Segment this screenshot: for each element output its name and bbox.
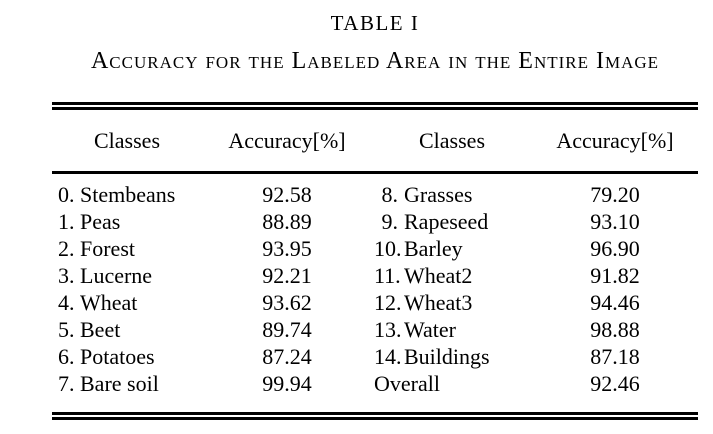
- class-name: Grasses: [404, 182, 473, 207]
- class-cell: 1. Peas: [52, 208, 202, 235]
- accuracy-cell: 92.21: [262, 263, 312, 288]
- class-cell: 12. Wheat3: [372, 289, 532, 316]
- table-row: 0. Stembeans 92.58 8. Grasses 79.20: [52, 181, 698, 208]
- class-cell: 2. Forest: [52, 235, 202, 262]
- table-row: 3. Lucerne 92.21 11. Wheat2 91.82: [52, 262, 698, 289]
- table-label: TABLE I: [330, 11, 420, 35]
- class-cell: 6. Potatoes: [52, 343, 202, 370]
- accuracy-cell: 88.89: [262, 209, 312, 234]
- column-header-accuracy-right: Accuracy[%]: [556, 127, 674, 153]
- table-row: 4. Wheat 93.62 12. Wheat3 94.46: [52, 289, 698, 316]
- row-number: 2.: [58, 236, 75, 261]
- row-number: 7.: [58, 371, 75, 396]
- row-number: 5.: [58, 317, 75, 342]
- row-number: 13.: [374, 317, 402, 342]
- class-name: Overall: [374, 371, 440, 396]
- table-top-rule: [52, 102, 698, 110]
- accuracy-cell: 87.18: [590, 344, 640, 369]
- class-cell: 8. Grasses: [372, 181, 532, 208]
- row-number: 4.: [58, 290, 75, 315]
- class-cell: 4. Wheat: [52, 289, 202, 316]
- accuracy-cell: 89.74: [262, 317, 312, 342]
- table-header-rule: [52, 171, 698, 174]
- class-name: Wheat3: [404, 290, 473, 315]
- table-header-row: Classes Accuracy[%] Classes Accuracy[%]: [52, 110, 698, 171]
- accuracy-cell: 93.62: [262, 290, 312, 315]
- class-cell: 9. Rapeseed: [372, 208, 532, 235]
- accuracy-cell: 96.90: [590, 236, 640, 261]
- row-number: 0.: [58, 182, 75, 207]
- row-number: 12.: [374, 290, 402, 315]
- accuracy-cell: 92.58: [262, 182, 312, 207]
- class-name: Lucerne: [80, 263, 153, 288]
- accuracy-cell: 87.24: [262, 344, 312, 369]
- class-cell: Overall: [372, 370, 532, 397]
- class-name: Rapeseed: [404, 209, 489, 234]
- class-cell: 3. Lucerne: [52, 262, 202, 289]
- class-name: Stembeans: [80, 182, 176, 207]
- accuracy-cell: 94.46: [590, 290, 640, 315]
- column-header-accuracy-left: Accuracy[%]: [228, 127, 346, 153]
- accuracy-cell: 99.94: [262, 371, 312, 396]
- class-cell: 7. Bare soil: [52, 370, 202, 397]
- table-row: 5. Beet 89.74 13. Water 98.88: [52, 316, 698, 343]
- class-name: Barley: [404, 236, 463, 261]
- column-header-classes-left: Classes: [94, 127, 160, 153]
- class-cell: 14. Buildings: [372, 343, 532, 370]
- class-name: Water: [404, 317, 456, 342]
- row-number: 11.: [374, 263, 401, 288]
- row-number: 9.: [381, 209, 399, 234]
- table-titles: TABLE I Accuracy for the Labeled Area in…: [52, 0, 698, 74]
- class-name: Buildings: [404, 344, 490, 369]
- class-name: Potatoes: [80, 344, 155, 369]
- class-cell: 5. Beet: [52, 316, 202, 343]
- class-name: Beet: [80, 317, 121, 342]
- row-number: 10.: [374, 236, 402, 261]
- class-cell: 10. Barley: [372, 235, 532, 262]
- column-header-classes-right: Classes: [419, 127, 485, 153]
- class-name: Peas: [80, 209, 121, 234]
- class-cell: 11. Wheat2: [372, 262, 532, 289]
- row-number: 6.: [58, 344, 75, 369]
- class-name: Forest: [80, 236, 135, 261]
- accuracy-table: Classes Accuracy[%] Classes Accuracy[%] …: [52, 102, 698, 420]
- accuracy-cell: 98.88: [590, 317, 640, 342]
- table-bottom-rule: [52, 412, 698, 420]
- accuracy-cell: 91.82: [590, 263, 640, 288]
- row-number: 8.: [381, 182, 399, 207]
- class-name: Wheat2: [404, 263, 473, 288]
- class-cell: 13. Water: [372, 316, 532, 343]
- class-name: Wheat: [80, 290, 138, 315]
- class-name: Bare soil: [80, 371, 159, 396]
- table-body: 0. Stembeans 92.58 8. Grasses 79.20 1. Peas…: [52, 174, 698, 412]
- table-row: 2. Forest 93.95 10. Barley 96.90: [52, 235, 698, 262]
- row-number: 14.: [374, 344, 402, 369]
- accuracy-cell: 93.10: [590, 209, 640, 234]
- accuracy-cell: 93.95: [262, 236, 312, 261]
- class-cell: 0. Stembeans: [52, 181, 202, 208]
- table-row: 1. Peas 88.89 9. Rapeseed 93.10: [52, 208, 698, 235]
- accuracy-cell: 92.46: [590, 371, 640, 396]
- row-number: 3.: [58, 263, 75, 288]
- accuracy-cell: 79.20: [590, 182, 640, 207]
- table-row: 7. Bare soil 99.94 Overall 92.46: [52, 370, 698, 397]
- row-number: 1.: [58, 209, 75, 234]
- table-caption: Accuracy for the Labeled Area in the Ent…: [90, 48, 660, 74]
- table-row: 6. Potatoes 87.24 14. Buildings 87.18: [52, 343, 698, 370]
